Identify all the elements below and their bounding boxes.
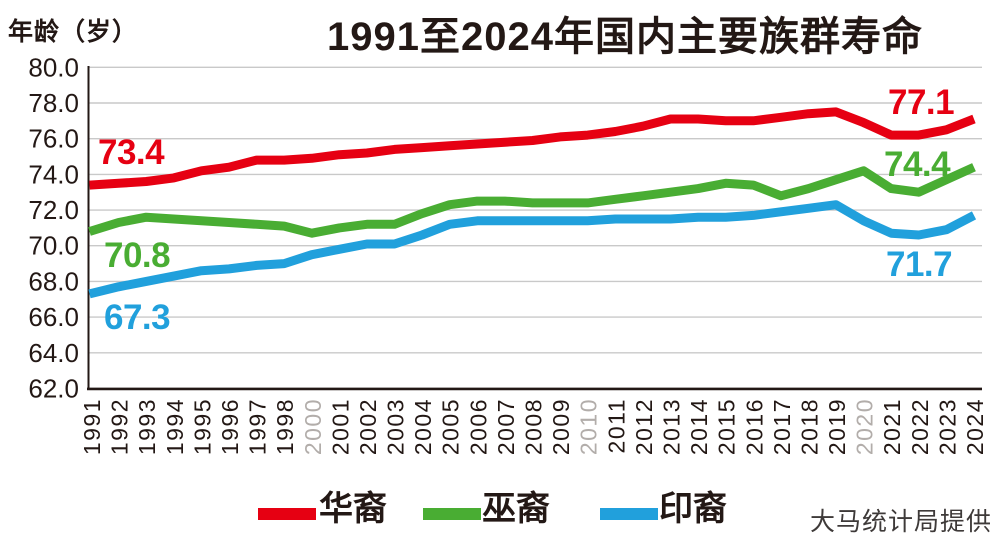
- x-tick-label: 2020: [852, 398, 878, 455]
- y-tick-label: 78.0: [28, 88, 79, 118]
- value-label-indian-start: 67.3: [104, 298, 171, 337]
- value-label-chinese-start: 73.4: [98, 133, 165, 172]
- x-tick-label: 1997: [245, 398, 271, 455]
- value-label-indian-end: 71.7: [886, 245, 953, 284]
- x-tick-label: 2014: [686, 398, 712, 455]
- y-tick-label: 66.0: [28, 302, 79, 332]
- x-tick-label: 2007: [493, 398, 519, 455]
- x-tick-label: 1991: [79, 398, 105, 455]
- x-tick-label: 1994: [162, 398, 188, 455]
- x-tick-label: 2015: [714, 398, 740, 455]
- y-tick-label: 64.0: [28, 338, 79, 368]
- x-tick-label: 2004: [410, 398, 436, 455]
- x-tick-label: 2024: [962, 398, 988, 455]
- y-tick-label: 76.0: [28, 124, 79, 154]
- legend-label-indian: 印裔: [659, 490, 727, 528]
- series-line-印裔: [88, 200, 977, 299]
- x-tick-label: 2022: [907, 398, 933, 455]
- x-tick-label: 2021: [879, 398, 905, 455]
- y-tick-label: 72.0: [28, 195, 79, 225]
- y-axis-title: 年龄（岁）: [8, 18, 139, 46]
- x-tick-label: 1992: [107, 398, 133, 455]
- value-label-malay-end: 74.4: [884, 145, 951, 184]
- x-tick-label: 2012: [631, 398, 657, 455]
- chart-title: 1991至2024年国内主要族群寿命: [327, 15, 923, 59]
- x-tick-label: 2002: [355, 398, 381, 455]
- x-tick-label: 1993: [134, 398, 160, 455]
- value-label-malay-start: 70.8: [104, 236, 171, 275]
- y-tick-label: 62.0: [28, 374, 79, 404]
- x-tick-label: 1995: [189, 398, 215, 455]
- series-line-华裔: [89, 107, 976, 190]
- x-tick-label: 2003: [383, 398, 409, 455]
- y-tick-label: 68.0: [28, 266, 79, 296]
- x-tick-label: 2019: [824, 398, 850, 455]
- x-tick-label: 2001: [327, 398, 353, 455]
- y-tick-label: 74.0: [28, 159, 79, 189]
- x-tick-label: 2018: [796, 398, 822, 455]
- x-tick-label: 2013: [659, 398, 685, 455]
- source-credit: 大马统计局提供: [810, 508, 993, 536]
- x-tick-label: 1996: [217, 398, 243, 455]
- x-tick-label: 2010: [576, 398, 602, 455]
- legend-swatch-malay: [423, 508, 481, 520]
- x-tick-label: 2011: [603, 398, 629, 453]
- y-tick-label: 70.0: [28, 231, 79, 261]
- x-tick-label: 2008: [521, 398, 547, 455]
- value-label-chinese-end: 77.1: [888, 83, 955, 122]
- x-tick-label: 2006: [465, 398, 491, 455]
- x-tick-label: 2009: [548, 398, 574, 455]
- legend-label-malay: 巫裔: [482, 490, 550, 528]
- series-line-巫裔: [88, 163, 976, 238]
- y-tick-label: 80.0: [28, 52, 79, 82]
- x-tick-label: 2000: [300, 398, 326, 455]
- legend-label-chinese: 华裔: [319, 490, 387, 528]
- x-tick-label: 2016: [741, 398, 767, 455]
- x-tick-label: 1998: [272, 398, 298, 455]
- x-tick-label: 2023: [934, 398, 960, 455]
- x-tick-label: 2017: [769, 398, 795, 455]
- x-tick-label: 2005: [438, 398, 464, 455]
- legend-swatch-indian: [600, 508, 658, 520]
- legend-swatch-chinese: [258, 508, 316, 520]
